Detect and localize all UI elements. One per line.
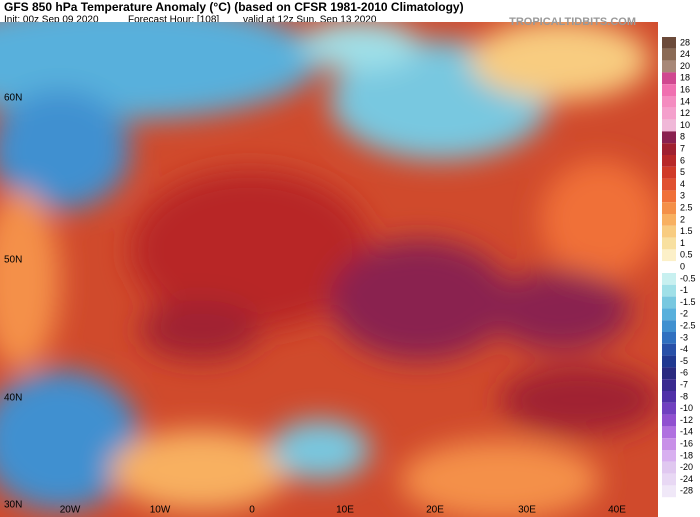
colorbar-swatch <box>662 485 676 498</box>
colorbar-swatch <box>662 131 676 144</box>
colorbar-label: -16 <box>680 438 693 448</box>
lon-label: 10W <box>150 505 171 516</box>
colorbar-label: 14 <box>680 96 690 106</box>
colorbar-swatch <box>662 72 676 85</box>
lat-label: 50N <box>4 255 22 266</box>
colorbar-label: -2.5 <box>680 320 696 330</box>
colorbar-swatch <box>662 320 676 332</box>
colorbar-label: -4 <box>680 344 688 354</box>
valid-time: valid at 12z Sun, Sep 13 2020 <box>243 15 377 26</box>
colorbar-label: 7 <box>680 143 685 153</box>
lon-label: 30E <box>518 505 536 516</box>
colorbar-label: 2.5 <box>680 202 693 212</box>
colorbar-swatch <box>662 225 676 238</box>
colorbar-swatch <box>662 48 676 61</box>
colorbar-label: 18 <box>680 73 690 83</box>
lon-label: 40E <box>608 505 626 516</box>
colorbar-swatch <box>662 426 676 439</box>
colorbar-swatch <box>662 190 676 203</box>
colorbar-swatch <box>662 178 676 191</box>
lon-label: 10E <box>336 505 354 516</box>
colorbar-swatch <box>662 166 676 179</box>
colorbar-swatch <box>662 450 676 462</box>
colorbar-label: 24 <box>680 49 690 59</box>
colorbar-swatch <box>662 438 676 450</box>
colorbar-swatch <box>662 214 676 226</box>
colorbar-label: 20 <box>680 61 690 71</box>
colorbar-label: -7 <box>680 379 688 389</box>
colorbar-swatch <box>662 473 676 486</box>
colorbar-label: 3 <box>680 191 685 201</box>
colorbar-label: -1.5 <box>680 297 696 307</box>
colorbar-label: -14 <box>680 427 693 437</box>
colorbar-swatch <box>662 343 676 356</box>
colorbar-swatch <box>662 96 676 108</box>
colorbar-swatch <box>662 261 676 273</box>
colorbar-label: -20 <box>680 462 693 472</box>
colorbar-swatch <box>662 37 676 49</box>
colorbar-swatch <box>662 202 676 214</box>
colorbar-label: -12 <box>680 415 693 425</box>
lon-label: 0 <box>249 505 255 516</box>
forecast-hour: Forecast Hour: [108] <box>128 15 219 26</box>
colorbar-swatch <box>662 296 676 309</box>
colorbar-label: -18 <box>680 450 693 460</box>
colorbar-label: -1 <box>680 285 688 295</box>
colorbar-swatch <box>662 391 676 403</box>
lat-label: 60N <box>4 93 22 104</box>
colorbar-label: -28 <box>680 486 693 496</box>
colorbar-swatch <box>662 273 676 285</box>
colorbar-label: 8 <box>680 132 685 142</box>
brand: TROPICALTIDBITS.COM <box>509 16 636 28</box>
colorbar-swatch <box>662 60 676 73</box>
colorbar-swatch <box>662 367 676 380</box>
colorbar-label: 5 <box>680 167 685 177</box>
colorbar-label: -8 <box>680 391 688 401</box>
colorbar-label: 2 <box>680 214 685 224</box>
colorbar-label: -6 <box>680 368 688 378</box>
lat-label: 40N <box>4 393 22 404</box>
colorbar-swatch <box>662 308 676 321</box>
colorbar-label: 1 <box>680 238 685 248</box>
colorbar-swatch <box>662 461 676 474</box>
colorbar-swatch <box>662 379 676 391</box>
colorbar-label: -2 <box>680 309 688 319</box>
colorbar-label: -24 <box>680 474 693 484</box>
title: GFS 850 hPa Temperature Anomaly (°C) (ba… <box>4 0 464 14</box>
colorbar-label: 0 <box>680 261 685 271</box>
colorbar-label: 6 <box>680 155 685 165</box>
colorbar-swatch <box>662 84 676 96</box>
colorbar-label: 1.5 <box>680 226 693 236</box>
colorbar-label: 12 <box>680 108 690 118</box>
colorbar-label: 10 <box>680 120 690 130</box>
init: Init: 00z Sep 09 2020 <box>4 15 99 26</box>
colorbar-swatch <box>662 332 676 344</box>
colorbar-label: -5 <box>680 356 688 366</box>
colorbar-swatch <box>662 155 676 167</box>
lat-label: 30N <box>4 500 22 511</box>
colorbar-label: -10 <box>680 403 693 413</box>
colorbar-swatch <box>662 119 676 132</box>
anomaly-field <box>0 22 658 517</box>
colorbar-swatch <box>662 107 676 120</box>
colorbar-label: -3 <box>680 332 688 342</box>
colorbar-label: 28 <box>680 37 690 47</box>
colorbar-label: 16 <box>680 84 690 94</box>
colorbar-swatch <box>662 143 676 155</box>
colorbar-swatch <box>662 355 676 368</box>
lon-label: 20E <box>426 505 444 516</box>
colorbar-swatch <box>662 414 676 427</box>
colorbar-label: 4 <box>680 179 685 189</box>
colorbar-label: 0.5 <box>680 250 693 260</box>
colorbar-swatch <box>662 249 676 262</box>
colorbar-swatch <box>662 402 676 415</box>
map <box>0 22 658 517</box>
colorbar-swatch <box>662 237 676 250</box>
lon-label: 20W <box>60 505 81 516</box>
colorbar-swatch <box>662 284 676 297</box>
colorbar-label: -0.5 <box>680 273 696 283</box>
